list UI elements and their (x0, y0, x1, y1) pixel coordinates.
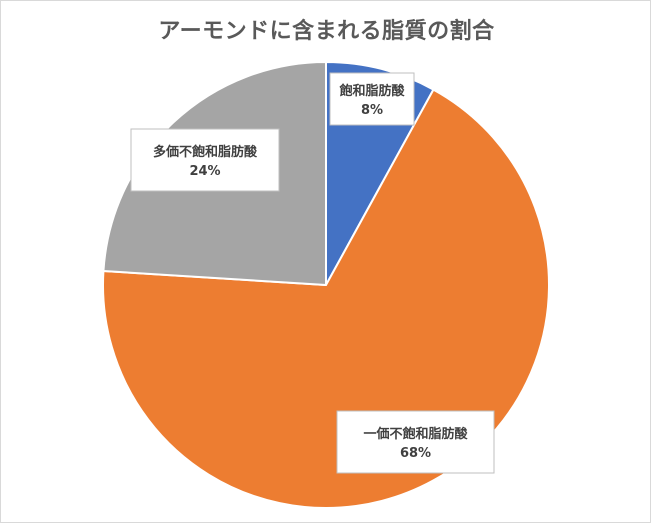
data-label-box (329, 72, 415, 126)
pie-slice-2 (102, 88, 550, 509)
data-label-3: 多価不飽和脂肪酸 24% (130, 128, 280, 192)
data-label-box (130, 128, 280, 192)
pie-slices (102, 61, 550, 509)
data-label-1: 飽和脂肪酸 8% (329, 72, 415, 126)
data-label-category: 一価不飽和脂肪酸 (363, 426, 468, 442)
data-label-value: 68% (400, 446, 431, 461)
chart-title: アーモンドに含まれる脂質の割合 (158, 19, 495, 44)
data-label-category: 飽和脂肪酸 (338, 83, 405, 99)
data-label-2: 一価不飽和脂肪酸 68% (336, 410, 495, 474)
data-label-box (336, 410, 495, 474)
pie-data-labels: 飽和脂肪酸 8% 一価不飽和脂肪酸 68% 多価不飽和脂肪酸 24% (130, 72, 495, 474)
data-label-value: 8% (361, 103, 383, 118)
data-label-value: 24% (189, 164, 220, 179)
data-label-category: 多価不飽和脂肪酸 (153, 144, 258, 160)
